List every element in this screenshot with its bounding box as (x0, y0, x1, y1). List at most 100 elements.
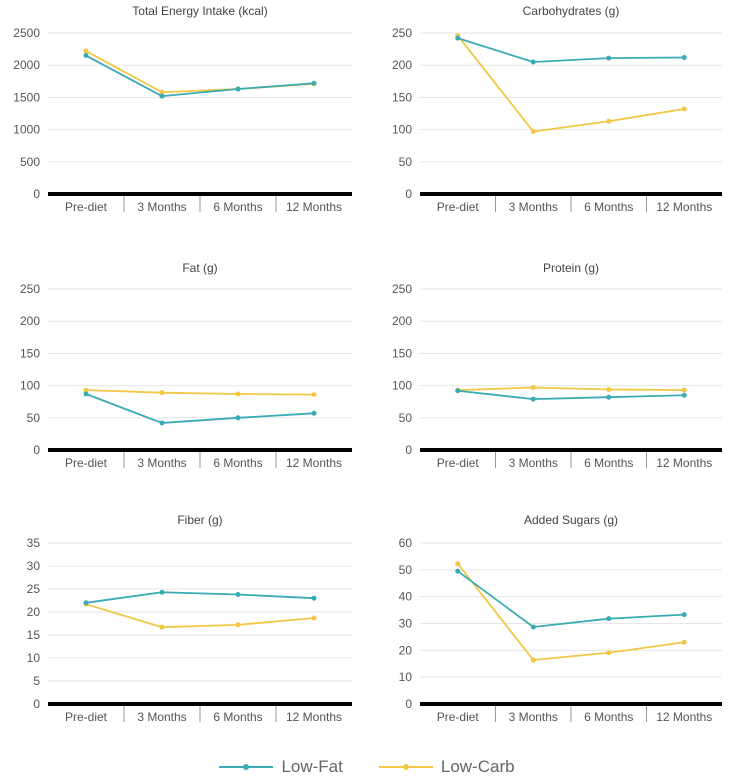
chart-title: Carbohydrates (g) (523, 4, 620, 18)
data-point-low-carb (530, 129, 536, 135)
data-point-low-carb (83, 387, 89, 393)
chart-panel-carbohydrates-g: Carbohydrates (g) 0 50 100 150 200 250 Pre-diet… (392, 4, 722, 214)
chart-title: Total Energy Intake (kcal) (132, 4, 267, 18)
data-point-low-fat (681, 612, 687, 618)
data-point-low-fat (235, 415, 241, 421)
x-tick-label: 3 Months (137, 710, 186, 724)
series-line-low-fat (457, 389, 685, 401)
data-point-low-fat (159, 420, 165, 426)
data-point-low-carb (530, 657, 536, 663)
y-tick-label: 100 (20, 379, 40, 393)
legend-label-low-carb: Low-Carb (440, 757, 515, 776)
data-point-low-fat (606, 55, 612, 61)
chart-panel-added-sugars-g: Added Sugars (g) 0 10 20 30 40 50 60 Pre-diet 3 M… (399, 513, 722, 724)
data-point-low-fat (530, 59, 536, 65)
y-tick-label: 150 (392, 346, 412, 360)
y-tick-label: 200 (20, 314, 40, 328)
data-point-low-carb (159, 624, 165, 630)
y-tick-label: 200 (392, 314, 412, 328)
y-tick-label: 50 (27, 411, 41, 425)
y-tick-label: 1000 (13, 123, 40, 137)
y-tick-label: 100 (392, 379, 412, 393)
data-point-low-carb (311, 392, 317, 398)
data-point-low-carb (606, 118, 612, 124)
y-tick-label: 30 (399, 617, 413, 631)
x-tick-label: 12 Months (656, 456, 712, 470)
x-tick-label: 12 Months (656, 710, 712, 724)
y-tick-label: 2000 (13, 58, 40, 72)
x-tick-label: Pre-diet (65, 710, 108, 724)
chart-title: Fiber (g) (177, 513, 222, 527)
y-tick-label: 200 (392, 58, 412, 72)
data-point-low-fat (311, 595, 317, 601)
data-point-low-carb (530, 385, 536, 391)
y-tick-label: 0 (33, 443, 40, 457)
data-point-low-carb (235, 391, 241, 397)
x-tick-label: 6 Months (584, 456, 633, 470)
chart-panel-protein-g: Protein (g) 0 50 100 150 200 250 Pre-diet 3 Mont… (392, 261, 722, 470)
data-point-low-fat (606, 394, 612, 400)
y-tick-label: 10 (27, 651, 41, 665)
data-point-low-carb (681, 106, 687, 112)
y-tick-label: 2500 (13, 26, 40, 40)
x-tick-label: 6 Months (584, 200, 633, 214)
y-tick-label: 250 (392, 282, 412, 296)
y-tick-label: 50 (399, 155, 413, 169)
legend-label-low-fat: Low-Fat (281, 757, 343, 776)
data-point-low-fat (83, 600, 89, 606)
data-point-low-carb (455, 561, 461, 567)
data-point-low-fat (311, 80, 317, 86)
y-tick-label: 0 (405, 187, 412, 201)
y-tick-label: 15 (27, 628, 41, 642)
chart-grid: Total Energy Intake (kcal)05001000150020… (13, 4, 722, 724)
chart-panel-fat-g: Fat (g) 0 50 100 150 200 250 Pre-diet 3 Months 6 … (20, 261, 352, 470)
x-tick-label: Pre-diet (65, 200, 108, 214)
data-point-low-carb (235, 622, 241, 628)
series-line-low-fat (85, 54, 315, 98)
y-tick-label: 250 (20, 282, 40, 296)
x-tick-label: 6 Months (213, 710, 262, 724)
data-point-low-fat (681, 54, 687, 60)
x-tick-label: 6 Months (213, 200, 262, 214)
chart-title: Fat (g) (182, 261, 217, 275)
x-tick-label: Pre-diet (65, 456, 108, 470)
data-point-low-fat (311, 410, 317, 416)
x-tick-label: Pre-diet (437, 456, 480, 470)
data-point-low-fat (530, 624, 536, 630)
data-point-low-carb (681, 639, 687, 645)
chart-title: Added Sugars (g) (524, 513, 618, 527)
data-point-low-carb (159, 89, 165, 95)
y-tick-label: 25 (27, 582, 41, 596)
series-line-low-carb (85, 389, 315, 396)
series-line-low-carb (457, 386, 685, 392)
legend-swatch-low-fat (219, 764, 274, 770)
y-tick-label: 150 (20, 346, 40, 360)
x-tick-label: 12 Months (286, 200, 342, 214)
y-tick-label: 10 (399, 670, 413, 684)
y-tick-label: 30 (27, 559, 41, 573)
series-line-low-fat (457, 570, 685, 628)
y-tick-label: 20 (27, 605, 41, 619)
x-tick-label: Pre-diet (437, 200, 480, 214)
y-tick-label: 0 (33, 697, 40, 711)
data-point-low-fat (159, 93, 165, 99)
y-tick-label: 5 (33, 674, 40, 688)
data-point-low-carb (311, 615, 317, 621)
data-point-low-fat (83, 53, 89, 59)
data-point-low-fat (235, 86, 241, 92)
series-line-low-carb (85, 603, 315, 629)
y-tick-label: 100 (392, 123, 412, 137)
x-tick-label: 3 Months (137, 456, 186, 470)
data-point-low-fat (455, 388, 461, 394)
series-line-low-fat (85, 393, 315, 424)
data-point-low-carb (606, 650, 612, 656)
legend-item-low-fat: Low-Fat (219, 757, 343, 777)
data-point-low-carb (83, 48, 89, 54)
data-point-low-fat (159, 589, 165, 595)
chart-panel-total-energy-intake-kcal: Total Energy Intake (kcal) 0 500 1000 1500 20… (13, 4, 352, 214)
data-point-low-fat (455, 568, 461, 574)
legend-item-low-carb: Low-Carb (378, 757, 515, 777)
y-tick-label: 0 (405, 697, 412, 711)
series-line-low-fat (457, 37, 685, 63)
x-tick-label: 3 Months (509, 200, 558, 214)
